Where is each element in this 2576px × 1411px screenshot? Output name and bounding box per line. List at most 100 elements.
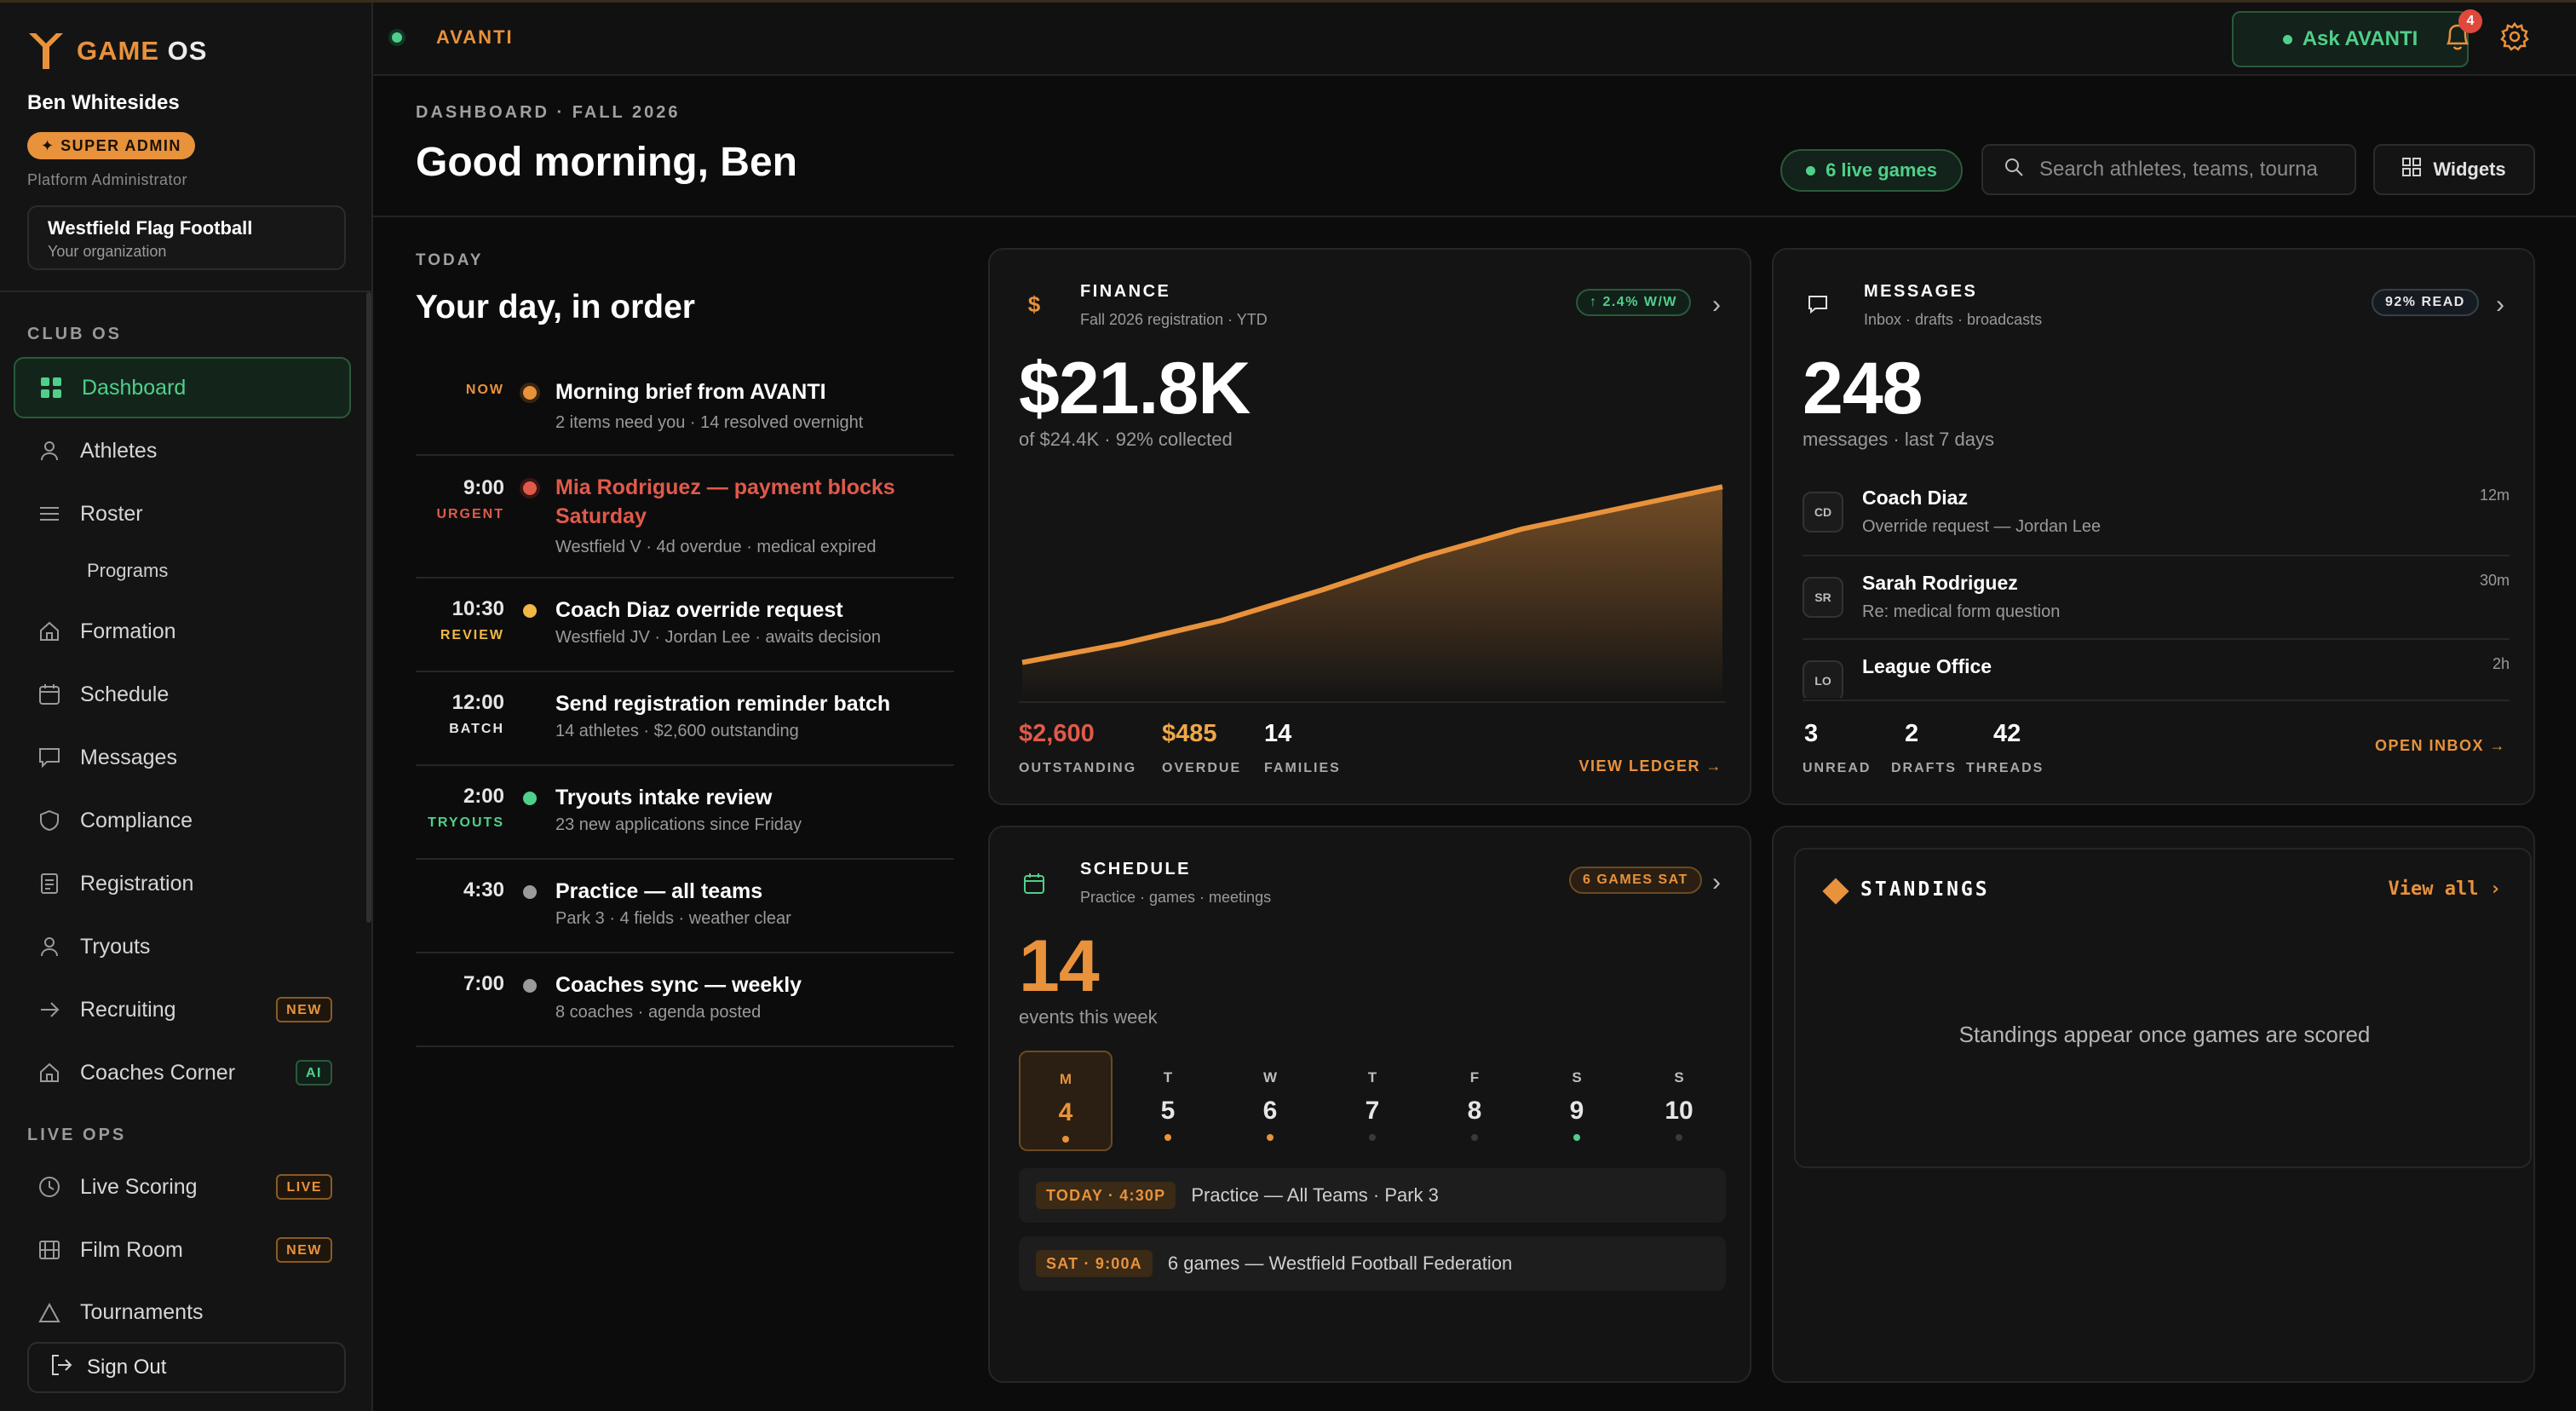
sidebar-item-tryouts[interactable]: Tryouts [14, 916, 351, 977]
agenda-title: Practice — all teams [555, 879, 763, 903]
header-divider [373, 216, 2576, 217]
agenda-item[interactable]: 12:00 BATCH Send registration reminder ba… [416, 672, 954, 766]
agenda-time: 4:30 [416, 878, 504, 902]
sign-out-button[interactable]: Sign Out [27, 1342, 346, 1393]
bell-icon[interactable] [2443, 21, 2477, 55]
view-ledger-link[interactable]: VIEW LEDGER → [1578, 757, 1722, 775]
home-icon [37, 1061, 61, 1085]
finance-card[interactable]: $ FINANCE Fall 2026 registration · YTD ↑… [988, 248, 1751, 805]
sidebar-item-athletes[interactable]: Athletes [14, 420, 351, 481]
document-icon [37, 872, 61, 896]
sidebar-item-label: Dashboard [82, 375, 187, 400]
sidebar-item-label: Schedule [80, 682, 170, 706]
standings-panel: STANDINGS View all › Standings appear on… [1794, 848, 2532, 1168]
dollar-icon: $ [1027, 291, 1041, 317]
sidebar-scrollbar[interactable] [366, 292, 371, 923]
sidebar-item-live-scoring[interactable]: Live Scoring LIVE [14, 1156, 351, 1218]
user-icon [37, 935, 61, 959]
messages-total-sub: messages · last 7 days [1803, 429, 1994, 450]
ai-badge: AI [296, 1060, 332, 1086]
agenda-item[interactable]: NOW Morning brief from AVANTI 2 items ne… [416, 360, 954, 456]
ask-avanti-button[interactable]: Ask AVANTI [2232, 11, 2469, 67]
sidebar-item-tournaments[interactable]: Tournaments [14, 1282, 351, 1325]
org-switcher[interactable]: Westfield Flag Football Your organizatio… [27, 205, 346, 270]
standings-card: STANDINGS View all › Standings appear on… [1772, 826, 2535, 1383]
live-games-pill[interactable]: 6 live games [1780, 149, 1963, 192]
agenda-item[interactable]: 9:00 URGENT Mia Rodriguez — payment block… [416, 456, 954, 579]
film-icon [37, 1238, 61, 1262]
sidebar-item-schedule[interactable]: Schedule [14, 664, 351, 725]
sidebar: GAME OS Ben Whitesides ✦ SUPER ADMIN Pla… [0, 3, 373, 1411]
sidebar-item-compliance[interactable]: Compliance [14, 790, 351, 851]
chevron-right-icon[interactable]: › [2496, 291, 2504, 319]
sidebar-item-messages[interactable]: Messages [14, 727, 351, 788]
card-title: FINANCE [1080, 282, 1171, 301]
chevron-right-icon[interactable]: › [1712, 291, 1721, 319]
divider [1803, 700, 2510, 701]
sidebar-item-film-room[interactable]: Film Room NEW [14, 1219, 351, 1281]
message-item[interactable]: SR Sarah Rodriguez Re: medical form ques… [1803, 572, 2510, 638]
finance-total: $21.8K [1019, 348, 1251, 429]
message-item[interactable]: LO League Office 2h [1803, 655, 2510, 698]
sidebar-item-registration[interactable]: Registration [14, 853, 351, 914]
sidebar-item-roster[interactable]: Roster [14, 483, 351, 544]
app-logo[interactable]: GAME OS [27, 32, 207, 71]
sidebar-item-formation[interactable]: Formation [14, 601, 351, 662]
agenda-title: Mia Rodriguez — payment blocks Saturday [555, 475, 895, 528]
live-games-label: 6 live games [1826, 159, 1937, 181]
user-name: Ben Whitesides [27, 91, 180, 114]
message-item[interactable]: CD Coach Diaz Override request — Jordan … [1803, 487, 2510, 553]
agenda-item[interactable]: 7:00 Coaches sync — weekly 8 coaches · a… [416, 953, 954, 1047]
messages-card[interactable]: MESSAGES Inbox · drafts · broadcasts 92%… [1772, 248, 2535, 805]
card-title: MESSAGES [1864, 282, 1978, 301]
agenda-status: NOW [465, 383, 504, 397]
day-dot [1676, 1134, 1682, 1141]
sidebar-item-recruiting[interactable]: Recruiting NEW [14, 979, 351, 1040]
chart-area [1022, 487, 1722, 701]
status-dot-icon [523, 792, 537, 805]
chevron-right-icon[interactable]: › [1712, 868, 1721, 896]
divider [1803, 555, 2510, 556]
schedule-card[interactable]: SCHEDULE Practice · games · meetings 6 G… [988, 826, 1751, 1383]
event-row[interactable]: TODAY · 4:30P Practice — All Teams · Park… [1019, 1168, 1726, 1223]
event-text: 6 games — Westfield Football Federation [1167, 1253, 1513, 1274]
day-dot [1164, 1134, 1171, 1141]
sidebar-subitem-programs[interactable]: Programs [87, 560, 169, 581]
live-dot-icon [1806, 165, 1816, 176]
agenda-item[interactable]: 2:00 TRYOUTS Tryouts intake review 23 new… [416, 766, 954, 860]
standings-empty-state: Standings appear once games are scored [1958, 1022, 2371, 1047]
day-dot [1062, 1136, 1069, 1143]
search-input[interactable]: Search athletes, teams, tourna [1981, 144, 2356, 195]
open-inbox-link[interactable]: OPEN INBOX → [2374, 737, 2506, 754]
chart-line [1021, 484, 1723, 665]
diamond-icon [1822, 878, 1849, 905]
stat-drafts-value: 2 [1905, 720, 1919, 747]
widgets-button[interactable]: Widgets [2373, 144, 2535, 195]
day-number: 10 [1665, 1097, 1693, 1125]
gear-icon[interactable] [2499, 21, 2533, 55]
sidebar-item-dashboard[interactable]: Dashboard [14, 357, 351, 418]
day-dot [1267, 1134, 1274, 1141]
event-row[interactable]: SAT · 9:00A 6 games — Westfield Football … [1019, 1236, 1726, 1291]
sidebar-item-label: Tryouts [80, 934, 151, 959]
assistant-name: AVANTI [436, 26, 514, 48]
stat-threads-value: 42 [1993, 720, 2021, 747]
view-all-link[interactable]: View all › [2388, 878, 2501, 900]
agenda-item[interactable]: 10:30 REVIEW Coach Diaz override request … [416, 579, 954, 672]
day-name: W [1262, 1069, 1278, 1086]
sidebar-item-label: Formation [80, 619, 176, 643]
sidebar-item-coaches-corner[interactable]: Coaches Corner AI [14, 1042, 351, 1103]
clock-icon [37, 1175, 61, 1199]
day-dot [1369, 1134, 1376, 1141]
trend-pill: ↑ 2.4% W/W [1576, 289, 1692, 316]
agenda-subtitle: Park 3 · 4 fields · weather clear [555, 909, 791, 928]
agenda-item[interactable]: 4:30 Practice — all teams Park 3 · 4 fie… [416, 860, 954, 953]
day-cell[interactable]: S 10 [1632, 1051, 1726, 1151]
sidebar-item-label: Registration [80, 871, 194, 896]
